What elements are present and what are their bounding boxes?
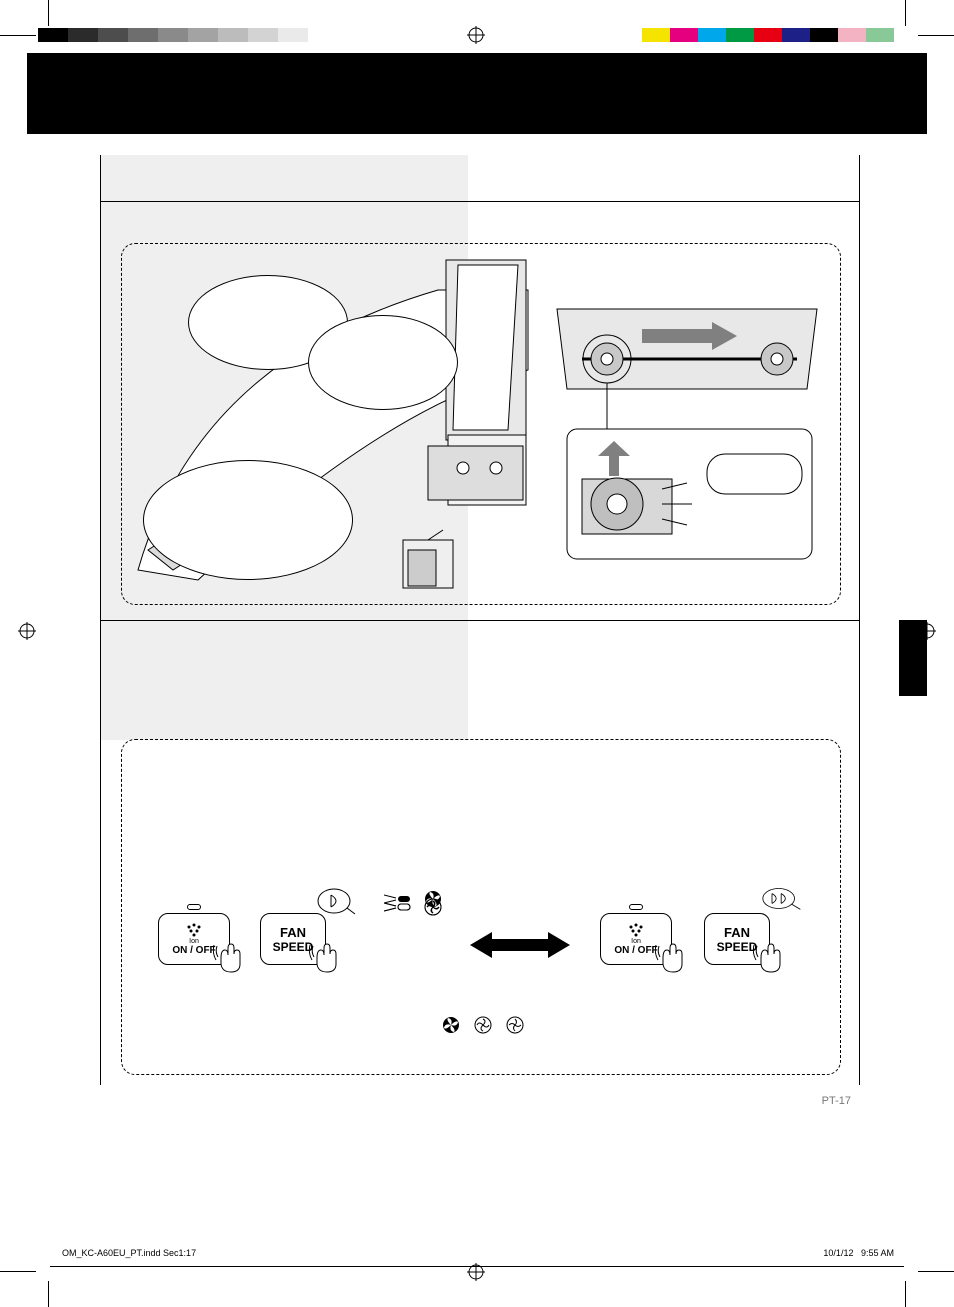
blink-lines-icon: [384, 899, 418, 915]
fan-label-top: FAN: [724, 925, 750, 940]
fan-speed-button[interactable]: FAN SPEED: [704, 913, 770, 965]
callout-bubble: [308, 315, 458, 410]
beep-double-icon: [762, 886, 802, 916]
color-swatch: [810, 28, 838, 42]
gray-swatch: [38, 28, 68, 42]
ion-label: Ion: [631, 938, 641, 945]
callout-bubble: [143, 460, 353, 580]
color-swatch: [782, 28, 810, 42]
hand-press-icon: [753, 940, 787, 974]
fan-label-bottom: SPEED: [717, 940, 758, 954]
fan-label-bottom: SPEED: [273, 940, 314, 954]
led-icon: [187, 904, 201, 910]
gray-swatch: [128, 28, 158, 42]
device-illustration: [128, 250, 538, 598]
color-swatch: [866, 28, 894, 42]
on-off-label: ON / OFF: [172, 945, 215, 956]
on-off-button[interactable]: Ion ON / OFF: [600, 913, 672, 965]
fan-icon: [474, 1016, 492, 1034]
ion-icon: [183, 923, 205, 937]
gray-swatch: [158, 28, 188, 42]
color-swatch: [754, 28, 782, 42]
color-strip: [642, 28, 894, 42]
gray-swatch: [218, 28, 248, 42]
registration-mark-icon: [467, 26, 485, 44]
language-tab: [899, 620, 927, 696]
gray-swatch: [188, 28, 218, 42]
fan-icon: [442, 1016, 460, 1034]
hand-press-icon: [309, 940, 343, 974]
gray-swatch: [248, 28, 278, 42]
gray-swatch: [98, 28, 128, 42]
color-swatch: [642, 28, 670, 42]
gray-swatch: [68, 28, 98, 42]
fan-speed-button[interactable]: FAN SPEED: [260, 913, 326, 965]
registration-mark-icon: [18, 622, 36, 640]
print-marks-top: [0, 0, 954, 55]
double-arrow-icon: [470, 930, 570, 965]
ion-label: Ion: [189, 938, 199, 945]
on-off-label: ON / OFF: [614, 945, 657, 956]
on-off-button[interactable]: Ion ON / OFF: [158, 913, 230, 965]
fan-icon: [424, 898, 442, 916]
hand-press-icon: [213, 940, 247, 974]
beep-icon: [317, 886, 357, 916]
fan-label-top: FAN: [280, 925, 306, 940]
color-swatch: [838, 28, 866, 42]
print-marks-bottom: [0, 1247, 954, 1307]
fan-icon-legend: [442, 1016, 524, 1034]
color-swatch: [726, 28, 754, 42]
header-band: [27, 53, 927, 134]
grayscale-strip: [38, 28, 308, 44]
roller-illustration: [552, 274, 827, 574]
section-label-bg: [101, 620, 468, 740]
illustration-box-product: [121, 243, 841, 605]
color-swatch: [698, 28, 726, 42]
hand-press-icon: [655, 940, 689, 974]
fan-icon: [506, 1016, 524, 1034]
gray-swatch: [278, 28, 308, 42]
color-swatch: [670, 28, 698, 42]
ion-icon: [625, 923, 647, 937]
content-frame: Ion ON / OFF FAN SPEED: [100, 155, 860, 1085]
led-icon: [629, 904, 643, 910]
illustration-box-controls: Ion ON / OFF FAN SPEED: [121, 739, 841, 1075]
page-number: PT-17: [822, 1095, 851, 1107]
page: Ion ON / OFF FAN SPEED: [0, 0, 954, 1307]
